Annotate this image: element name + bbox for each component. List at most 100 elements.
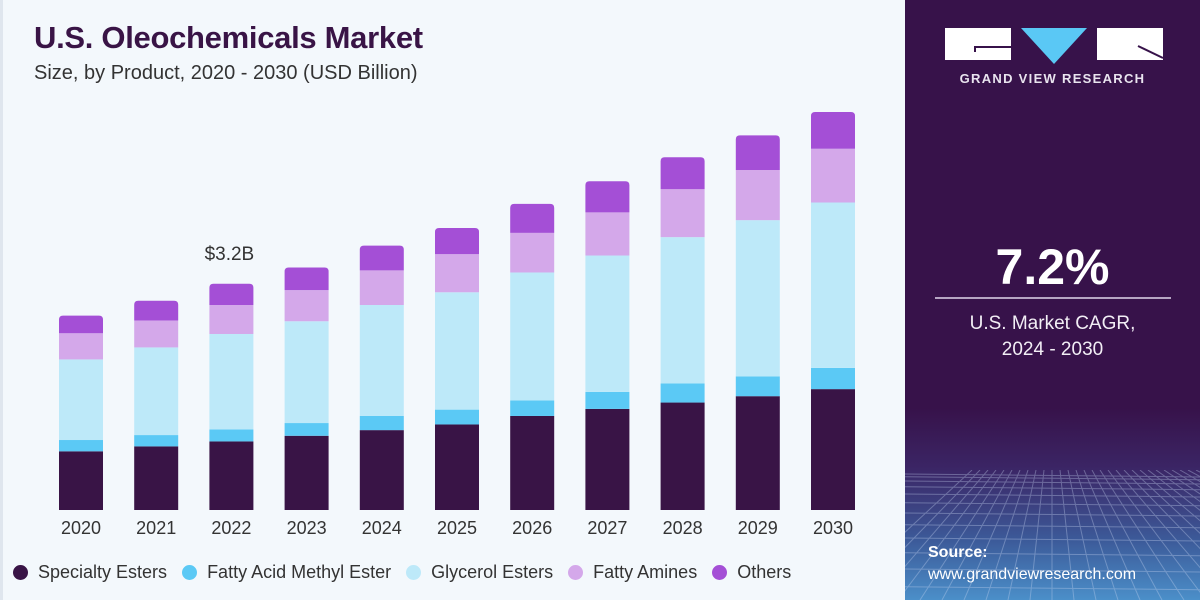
grid-line xyxy=(905,470,981,549)
legend-swatch xyxy=(712,565,728,580)
bar-segment-glycerol-esters-2023 xyxy=(284,321,329,424)
grid-line xyxy=(905,493,1200,498)
bar-segment-fatty-amines-2026 xyxy=(510,232,555,273)
chart-title: U.S. Oleochemicals Market xyxy=(34,20,423,55)
cagr-value: 7.2% xyxy=(995,239,1110,295)
bar-2021 xyxy=(134,300,179,510)
grid-line xyxy=(941,470,1013,600)
legend-item-fame: Fatty Acid Methyl Ester xyxy=(182,562,391,583)
bar-segment-fatty-amines-2028 xyxy=(660,189,705,238)
grid-line xyxy=(905,476,1200,481)
bar-2027 xyxy=(585,181,630,510)
bar-segment-glycerol-esters-2021 xyxy=(134,347,179,436)
x-tick-label: 2030 xyxy=(813,518,853,538)
grid-line xyxy=(1155,470,1200,503)
bar-segment-glycerol-esters-2024 xyxy=(359,305,404,416)
logo-g-stroke xyxy=(974,46,1011,52)
x-tick-label: 2028 xyxy=(663,518,703,538)
bar-segment-fatty-acid-methyl-ester-2027 xyxy=(585,391,630,409)
bar-2020 xyxy=(59,315,103,510)
legend-item-fatty-amines: Fatty Amines xyxy=(568,562,697,583)
x-tick-label: 2022 xyxy=(211,518,251,538)
bar-segment-specialty-esters-2028 xyxy=(660,402,705,510)
legend-item-specialty-esters: Specialty Esters xyxy=(13,562,167,583)
x-tick-label: 2023 xyxy=(287,518,327,538)
grid-line xyxy=(905,568,1200,573)
grid-line xyxy=(1107,470,1200,593)
grid-line xyxy=(905,586,1200,591)
grid-line xyxy=(1115,470,1200,569)
bar-segment-others-2022 xyxy=(209,283,254,305)
bar-segment-fatty-acid-methyl-ester-2030 xyxy=(811,367,855,390)
grid-line xyxy=(905,473,1200,478)
legend-label: Glycerol Esters xyxy=(431,562,554,582)
bar-segment-others-2029 xyxy=(735,135,780,170)
grid-line xyxy=(905,524,1200,529)
grid-line xyxy=(963,470,1021,600)
bar-segment-others-2026 xyxy=(510,203,555,233)
bar-segment-fatty-amines-2030 xyxy=(811,148,855,203)
cagr-divider xyxy=(935,297,1171,299)
bar-segment-others-2028 xyxy=(660,157,705,190)
grid-line xyxy=(1163,470,1200,495)
bar-segment-specialty-esters-2021 xyxy=(134,446,179,510)
bar-2023 xyxy=(284,267,329,510)
bar-segment-fatty-acid-methyl-ester-2028 xyxy=(660,383,705,403)
x-tick-label: 2021 xyxy=(136,518,176,538)
chart-legend: Specialty Esters Fatty Acid Methyl Ester… xyxy=(13,562,806,583)
x-tick-label: 2029 xyxy=(738,518,778,538)
bar-segment-fatty-acid-methyl-ester-2024 xyxy=(359,415,404,431)
bar-segment-others-2030 xyxy=(811,112,855,149)
cagr-label: U.S. Market CAGR, 2024 - 2030 xyxy=(905,311,1200,363)
bar-segment-fatty-amines-2025 xyxy=(435,254,479,293)
bar-segment-specialty-esters-2029 xyxy=(735,396,780,510)
bar-segment-fatty-amines-2029 xyxy=(735,169,780,221)
bar-segment-fatty-acid-methyl-ester-2025 xyxy=(435,409,479,425)
brand-name: GRAND VIEW RESEARCH xyxy=(959,71,1146,86)
grid-line xyxy=(1147,470,1200,511)
legend-label: Specialty Esters xyxy=(38,562,168,582)
source-title: Source: xyxy=(928,544,988,561)
grid-line xyxy=(985,470,1029,600)
grid-background-decoration xyxy=(905,470,1200,600)
bar-segment-specialty-esters-2030 xyxy=(811,389,855,510)
grid-line xyxy=(1131,470,1200,534)
bar-segment-glycerol-esters-2030 xyxy=(811,202,855,368)
data-label-annotation: $3.2B xyxy=(205,244,255,265)
grid-line xyxy=(905,502,1200,507)
bar-segment-specialty-esters-2027 xyxy=(585,408,630,510)
bar-segment-fatty-acid-methyl-ester-2023 xyxy=(284,423,329,436)
logo-g-block xyxy=(945,28,1011,60)
bar-segment-fatty-acid-methyl-ester-2029 xyxy=(735,376,780,397)
legend-swatch xyxy=(182,565,198,580)
bar-segment-fatty-amines-2023 xyxy=(284,290,329,322)
bar-2026 xyxy=(510,203,555,510)
grid-line xyxy=(905,486,1200,491)
logo-triangle-icon xyxy=(1021,28,1087,64)
grid-line xyxy=(905,470,997,592)
bar-segment-fatty-amines-2020 xyxy=(59,333,103,360)
grid-line xyxy=(905,552,1200,557)
grid-line xyxy=(905,537,1200,542)
bar-segment-specialty-esters-2020 xyxy=(59,451,103,510)
grid-line xyxy=(1029,470,1045,600)
bar-segment-glycerol-esters-2028 xyxy=(660,237,705,384)
bar-segment-specialty-esters-2025 xyxy=(435,424,479,510)
bar-segment-glycerol-esters-2022 xyxy=(209,333,254,430)
source-link[interactable]: www.grandviewresearch.com xyxy=(928,566,1137,583)
cagr-label-line2: 2024 - 2030 xyxy=(1001,339,1104,360)
legend-swatch xyxy=(13,565,28,580)
legend-item-others: Others xyxy=(712,562,791,583)
side-panel: GRAND VIEW RESEARCH 7.2% U.S. Market CAG… xyxy=(905,0,1200,600)
grid-line xyxy=(905,470,973,533)
bar-segment-fatty-amines-2027 xyxy=(585,212,630,256)
bar-2025 xyxy=(435,227,479,510)
legend-item-glycerol-esters: Glycerol Esters xyxy=(406,562,553,583)
x-tick-label: 2025 xyxy=(437,518,477,538)
bar-segment-others-2023 xyxy=(284,267,329,291)
bar-segment-others-2021 xyxy=(134,300,179,321)
grid-line xyxy=(1099,470,1185,600)
bar-segment-glycerol-esters-2020 xyxy=(59,359,103,441)
grid-line xyxy=(1059,470,1075,600)
grid-line xyxy=(1067,470,1097,600)
